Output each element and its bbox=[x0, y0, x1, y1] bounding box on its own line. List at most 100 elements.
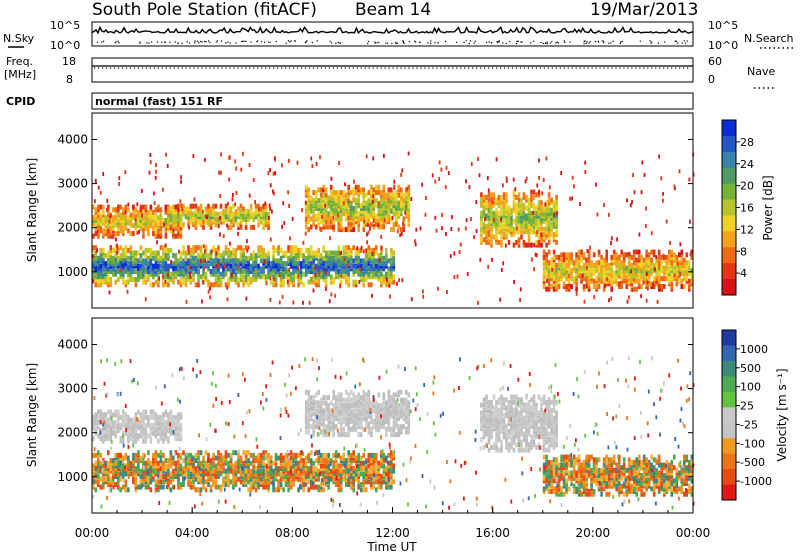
velocity-cell bbox=[192, 463, 195, 469]
velocity-cell bbox=[392, 418, 396, 424]
power-cell bbox=[527, 202, 531, 208]
power-cell bbox=[375, 258, 378, 264]
velocity-cell bbox=[177, 428, 180, 434]
velocity-cell bbox=[112, 474, 115, 479]
power-cell bbox=[330, 176, 333, 181]
power-cell bbox=[114, 255, 118, 261]
velocity-cell bbox=[182, 471, 185, 477]
power-cell bbox=[199, 203, 203, 209]
velocity-cell bbox=[337, 410, 340, 416]
power-cell bbox=[124, 255, 128, 261]
power-cell bbox=[542, 213, 546, 219]
power-cell bbox=[392, 227, 396, 233]
power-cell bbox=[317, 205, 320, 211]
power-cell bbox=[147, 223, 150, 229]
velocity-cell bbox=[354, 416, 358, 422]
power-cell bbox=[229, 258, 233, 264]
velocity-cell bbox=[127, 422, 130, 428]
power-cell bbox=[395, 198, 398, 203]
power-cell bbox=[219, 271, 223, 277]
power-cell bbox=[262, 258, 265, 264]
velocity-cell bbox=[109, 428, 113, 434]
nsearch-tick-bottom: 10^0 bbox=[708, 39, 738, 52]
power-cell bbox=[212, 211, 215, 217]
velocity-cell bbox=[192, 471, 195, 477]
power-cell bbox=[487, 197, 491, 203]
power-cell bbox=[358, 280, 361, 284]
power-cell bbox=[505, 205, 508, 211]
power-cell bbox=[685, 278, 689, 284]
power-cell bbox=[304, 200, 307, 205]
power-cell bbox=[166, 163, 169, 168]
nsearch-point bbox=[621, 40, 623, 42]
power-cell bbox=[550, 226, 553, 232]
velocity-cell bbox=[104, 428, 108, 434]
power-cell bbox=[239, 203, 243, 209]
power-cell bbox=[287, 258, 290, 264]
power-cell bbox=[605, 257, 608, 263]
velocity-cell bbox=[112, 412, 115, 418]
power-cell bbox=[585, 278, 588, 284]
power-cell bbox=[550, 262, 553, 268]
velocity-cell bbox=[194, 476, 198, 482]
power-cell bbox=[347, 261, 350, 267]
power-cell bbox=[577, 260, 581, 266]
power-cell bbox=[119, 263, 123, 269]
velocity-cell bbox=[194, 471, 198, 477]
velocity-cell bbox=[119, 463, 123, 469]
velocity-cell bbox=[92, 436, 95, 442]
power-cell bbox=[382, 205, 386, 211]
power-cell bbox=[217, 247, 220, 253]
power-cell bbox=[342, 247, 345, 253]
power-cell bbox=[490, 234, 493, 240]
power-cell bbox=[640, 262, 643, 268]
velocity-cell bbox=[397, 424, 401, 430]
power-cell bbox=[294, 266, 298, 272]
power-cell bbox=[357, 261, 360, 267]
power-cell bbox=[392, 263, 396, 269]
power-cell bbox=[144, 261, 148, 267]
velocity-cell bbox=[370, 432, 373, 438]
power-cell bbox=[490, 221, 493, 227]
power-cell bbox=[344, 208, 348, 214]
power-cell bbox=[597, 249, 601, 255]
power-cell bbox=[112, 263, 115, 269]
velocity-cell bbox=[149, 468, 153, 474]
power-cell bbox=[304, 224, 308, 230]
nave-point bbox=[173, 67, 175, 69]
velocity-cell bbox=[164, 420, 168, 426]
power-cell bbox=[665, 276, 669, 282]
power-cell bbox=[354, 282, 358, 288]
power-cell bbox=[617, 273, 621, 279]
power-cell bbox=[570, 257, 573, 263]
power-cell bbox=[527, 216, 531, 222]
velocity-cell bbox=[319, 405, 323, 411]
power-cell bbox=[282, 269, 285, 274]
nsearch-point bbox=[520, 41, 522, 43]
power-cell bbox=[622, 262, 626, 268]
power-cell bbox=[349, 263, 353, 269]
power-cell bbox=[371, 293, 373, 298]
velocity-cell bbox=[365, 424, 368, 430]
freq-tick-bottom: 8 bbox=[66, 73, 73, 86]
power-cell bbox=[502, 218, 506, 224]
velocity-cell bbox=[337, 413, 340, 419]
power-cell bbox=[277, 245, 280, 251]
velocity-cell bbox=[194, 458, 198, 464]
velocity-cell bbox=[380, 418, 383, 424]
power-cell bbox=[502, 213, 506, 219]
power-cell bbox=[142, 225, 145, 231]
power-cell bbox=[626, 299, 629, 304]
nsearch-point bbox=[304, 41, 306, 44]
power-cell bbox=[542, 216, 546, 222]
power-cell bbox=[537, 210, 541, 216]
power-cell bbox=[542, 257, 546, 263]
power-cell bbox=[122, 228, 125, 234]
velocity-cell bbox=[390, 408, 393, 414]
power-cell bbox=[272, 258, 275, 264]
power-cell bbox=[117, 215, 120, 221]
velocity-cell bbox=[312, 405, 315, 411]
velocity-cell bbox=[400, 405, 403, 411]
power-cell bbox=[127, 263, 130, 269]
power-cell bbox=[317, 221, 320, 227]
